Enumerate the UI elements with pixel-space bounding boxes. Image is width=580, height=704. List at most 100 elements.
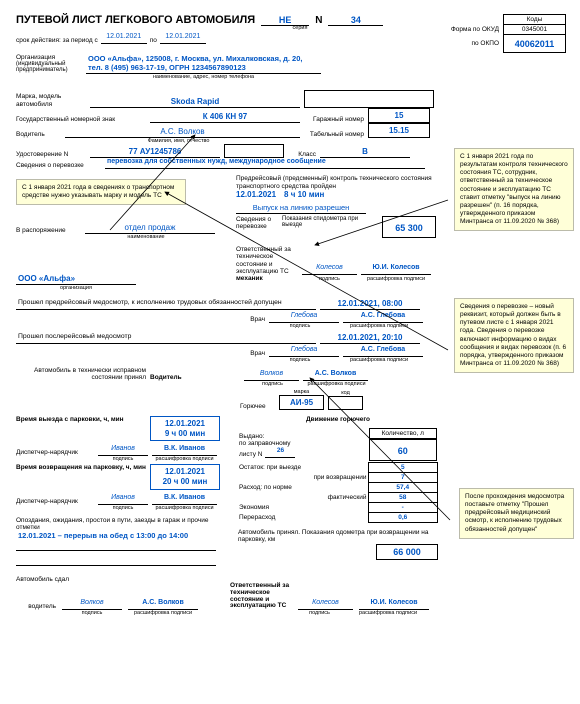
- sig-sub2: расшифровка подписи: [361, 276, 431, 282]
- disp2-label: Диспетчер-нарядчик: [16, 498, 94, 505]
- period-to: 12.01.2021: [160, 33, 206, 44]
- note-1: С 1 января 2021 года в сведениях о транс…: [16, 179, 186, 205]
- med-pre-sig: Глебова: [269, 312, 339, 323]
- return-time: 20 ч 00 мин: [155, 477, 215, 487]
- rem-out-val: 5: [368, 463, 438, 473]
- info-label: Сведения о перевозке: [236, 216, 278, 230]
- resp-role: механик: [236, 275, 298, 282]
- okud-value: 0345001: [504, 25, 566, 35]
- disp1-sig: Иванов: [98, 445, 148, 456]
- disp2-name: В.К. Иванов: [152, 494, 217, 505]
- accept-name: А.С. Волков: [303, 370, 368, 381]
- doc-title: ПУТЕВОЙ ЛИСТ ЛЕГКОВОГО АВТОМОБИЛЯ: [16, 14, 255, 26]
- cons-fact-val: 58: [368, 493, 438, 503]
- handed-name: А.С. Волков: [128, 599, 198, 610]
- accept-label: Автомобиль в технически исправном состоя…: [16, 367, 146, 381]
- odo-out-value: 65 300: [382, 216, 436, 238]
- doc-role: Врач: [240, 316, 265, 323]
- trip-label: Сведения о перевозке: [16, 162, 101, 169]
- delays-value: 12.01.2021 – перерыв на обед с 13:00 до …: [16, 531, 216, 551]
- delays-label: Опоздания, ожидания, простои в пути, зае…: [16, 517, 226, 531]
- driver-value: А.С. Волков: [65, 127, 300, 138]
- driver-label: Водитель: [16, 131, 61, 138]
- rem-in-label: при возвращении: [238, 473, 368, 483]
- sig-sub: подпись: [302, 276, 357, 282]
- s9: подпись: [98, 505, 148, 511]
- fuel-brand: АИ-95: [279, 395, 324, 410]
- pretrip-time: 8 ч 10 мин: [284, 190, 324, 199]
- note-2: С 1 января 2021 года по результатам конт…: [454, 148, 574, 231]
- pretrip-date: 12.01.2021: [236, 190, 276, 199]
- period-mid: по: [150, 37, 157, 44]
- qty-header: Количество, л: [369, 428, 437, 439]
- s1: подпись: [265, 323, 335, 329]
- issued-label: Выдано:: [239, 433, 367, 440]
- garage-label: Гаражный номер: [304, 116, 364, 123]
- resp-name: Ю.И. Колесов: [361, 264, 431, 275]
- org2-value: ООО «Альфа»: [16, 274, 136, 285]
- med-post-dt: 12.01.2021, 20:10: [320, 333, 420, 344]
- med-pre-dt: 12.01.2021, 08:00: [320, 299, 420, 310]
- depart-label: Время выезда с парковки, ч, мин: [16, 416, 146, 423]
- cert-value: 77 АУ1245786: [90, 147, 220, 158]
- odo-in-label: Автомобиль принял. Показания одометра пр…: [238, 529, 438, 543]
- depart-date: 12.01.2021: [155, 419, 215, 429]
- class-label: Класс: [288, 151, 316, 158]
- med-post: Прошел послерейсовый медосмотр: [16, 333, 316, 344]
- disp1-name: В.К. Иванов: [152, 445, 217, 456]
- org-value: ООО «Альфа», 125008, г. Москва, ул. Миха…: [86, 54, 321, 74]
- resp-sig: Колесов: [302, 264, 357, 275]
- dispose-label: В распоряжение: [16, 227, 81, 234]
- s13: подпись: [292, 610, 347, 616]
- cert-label: Удостоверение N: [16, 151, 86, 158]
- codes-header: Коды: [504, 15, 566, 25]
- med-post-name: А.С. Глебова: [343, 346, 423, 357]
- note-4: После прохождения медосмотра поставьте о…: [459, 488, 574, 539]
- resp2-label: Ответственный за техническое состояние и…: [230, 583, 292, 610]
- accept-role: Водитель: [150, 374, 188, 381]
- doc-role2: Врач: [240, 350, 265, 357]
- resp2-sig: Колесов: [298, 599, 353, 610]
- disp1-label: Диспетчер-нарядчик: [16, 449, 94, 456]
- tab-label: Табельный номер: [304, 131, 364, 138]
- cons-norm-val: 57,4: [368, 483, 438, 493]
- note-3: Сведения о перевозке – новый реквизит, к…: [454, 298, 574, 373]
- org-sub: наименование, адрес, номер телефона: [86, 74, 321, 80]
- period-from: 12.01.2021: [101, 33, 147, 44]
- tab-value: 15.15: [368, 123, 430, 138]
- org-label: Организация: [16, 54, 86, 61]
- plate-label: Государственный номерной знак: [16, 116, 146, 123]
- econ-val: -: [368, 503, 438, 513]
- med-pre-name: А.С. Глебова: [343, 312, 423, 323]
- car-value: Skoda Rapid: [90, 97, 300, 108]
- list-value: 26: [265, 447, 295, 458]
- resp2-name: Ю.И. Колесов: [359, 599, 429, 610]
- odo-out-label: Показания спидометра при выезде: [282, 216, 378, 228]
- odo-in-value: 66 000: [376, 544, 438, 560]
- fuel-move-hdr: Движение горючего: [238, 416, 438, 423]
- handed-sig: Волков: [62, 599, 122, 610]
- org-label3: предприниматель): [16, 67, 86, 73]
- s6: расшифровка подписи: [304, 381, 369, 387]
- return-label: Время возвращения на парковку, ч, мин: [16, 464, 146, 471]
- s2: расшифровка подписи: [339, 323, 419, 329]
- s3: подпись: [265, 357, 335, 363]
- dispose-sub: наименование: [81, 234, 211, 240]
- issued-by: по заправочному: [239, 440, 367, 447]
- accept-sig: Волков: [244, 370, 299, 381]
- garage-value: 15: [368, 108, 430, 123]
- period-prefix: срок действия: за период с: [16, 37, 98, 44]
- s11: подпись: [62, 610, 122, 616]
- s14: расшифровка подписи: [353, 610, 423, 616]
- fuel-label: Горючее: [240, 403, 275, 410]
- rem-out-label: Остаток: при выезде: [238, 463, 368, 473]
- s10: расшифровка подписи: [152, 505, 217, 511]
- org2-sub: организация: [16, 285, 136, 291]
- class-value: В: [320, 147, 410, 158]
- plate-value: К 406 КН 97: [150, 112, 300, 123]
- s12: расшифровка подписи: [128, 610, 198, 616]
- handed-role: водитель: [16, 603, 56, 610]
- return-date: 12.01.2021: [155, 467, 215, 477]
- rem-in-val: 7: [368, 473, 438, 483]
- disp2-sig: Иванов: [98, 494, 148, 505]
